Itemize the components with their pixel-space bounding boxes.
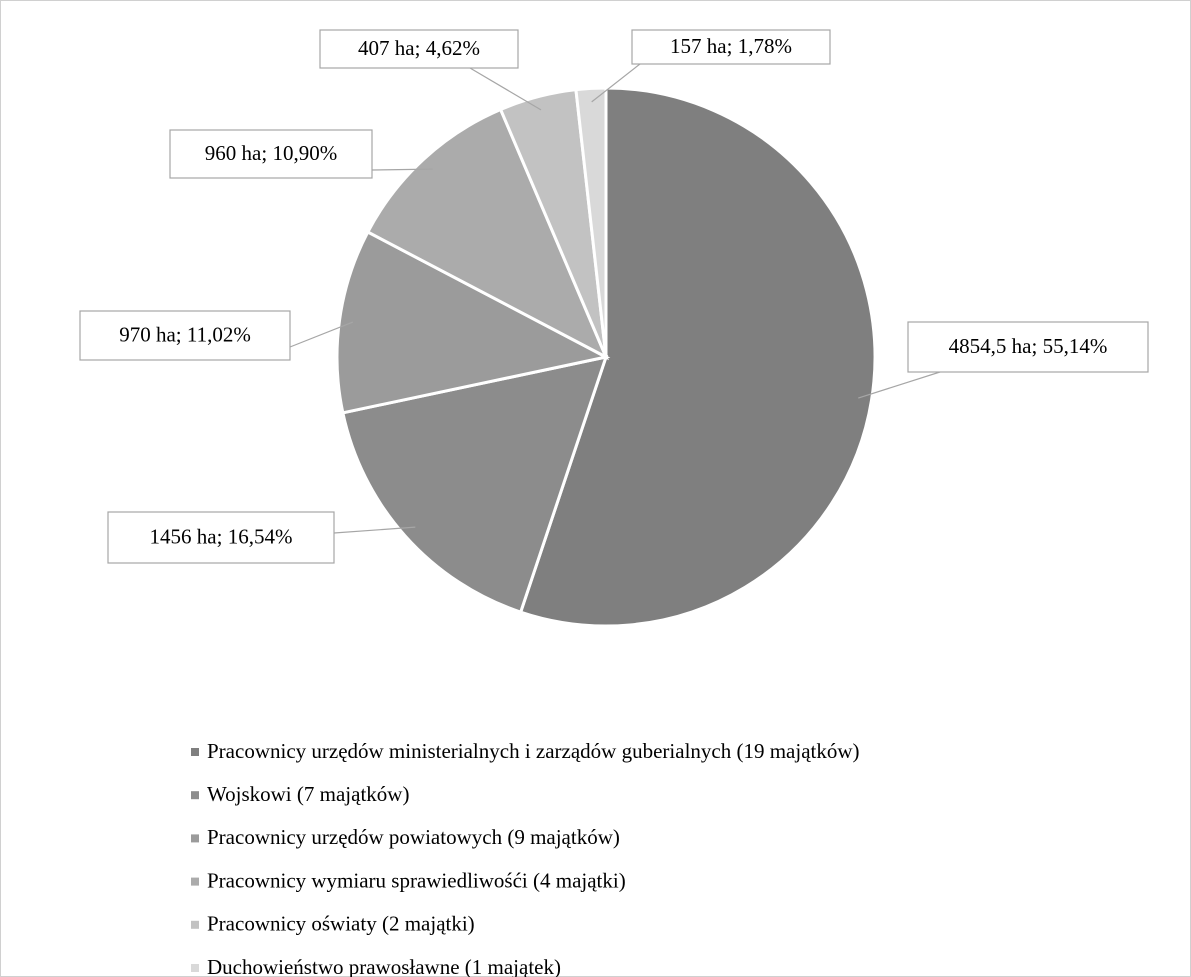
pie-slice bbox=[574, 86, 608, 358]
legend-swatch bbox=[191, 920, 199, 929]
leader-line bbox=[333, 526, 416, 534]
legend-label: Pracownicy oświaty (2 majątki) bbox=[207, 912, 475, 936]
legend-swatch bbox=[191, 964, 199, 972]
label-box bbox=[79, 310, 291, 361]
pie-slice bbox=[365, 107, 610, 361]
label-box bbox=[907, 321, 1149, 373]
leader-line bbox=[371, 168, 433, 171]
leader-line bbox=[858, 371, 941, 399]
leader-line bbox=[289, 321, 354, 348]
label-box bbox=[107, 511, 335, 564]
label-box bbox=[169, 129, 373, 179]
pie-slice bbox=[341, 354, 609, 615]
data-label: 4854,5 ha; 55,14% bbox=[949, 334, 1108, 358]
legend-label: Pracownicy urzędów ministerialnych i zar… bbox=[207, 739, 860, 763]
leader-line bbox=[591, 63, 641, 103]
legend-label: Wojskowi (7 majątków) bbox=[207, 782, 409, 806]
leader-line bbox=[469, 67, 542, 111]
legend-swatch bbox=[191, 877, 199, 886]
pie-slice bbox=[518, 86, 877, 628]
legend-label: Pracownicy urzędów powiatowych (9 majątk… bbox=[207, 825, 620, 849]
data-label: 970 ha; 11,02% bbox=[119, 322, 251, 346]
legend-label: Duchowieństwo prawosławne (1 majątek) bbox=[207, 955, 561, 977]
pie-slice bbox=[335, 229, 611, 415]
legend-swatch bbox=[191, 791, 199, 800]
label-box bbox=[631, 29, 831, 65]
data-label: 157 ha; 1,78% bbox=[670, 34, 792, 58]
label-box bbox=[319, 29, 519, 69]
data-label: 960 ha; 10,90% bbox=[205, 141, 337, 165]
data-label: 407 ha; 4,62% bbox=[358, 36, 480, 60]
legend-swatch bbox=[191, 834, 199, 843]
legend-label: Pracownicy wymiaru sprawiedliwośći (4 ma… bbox=[207, 868, 626, 892]
legend-swatch bbox=[191, 748, 199, 756]
data-label: 1456 ha; 16,54% bbox=[150, 524, 293, 548]
